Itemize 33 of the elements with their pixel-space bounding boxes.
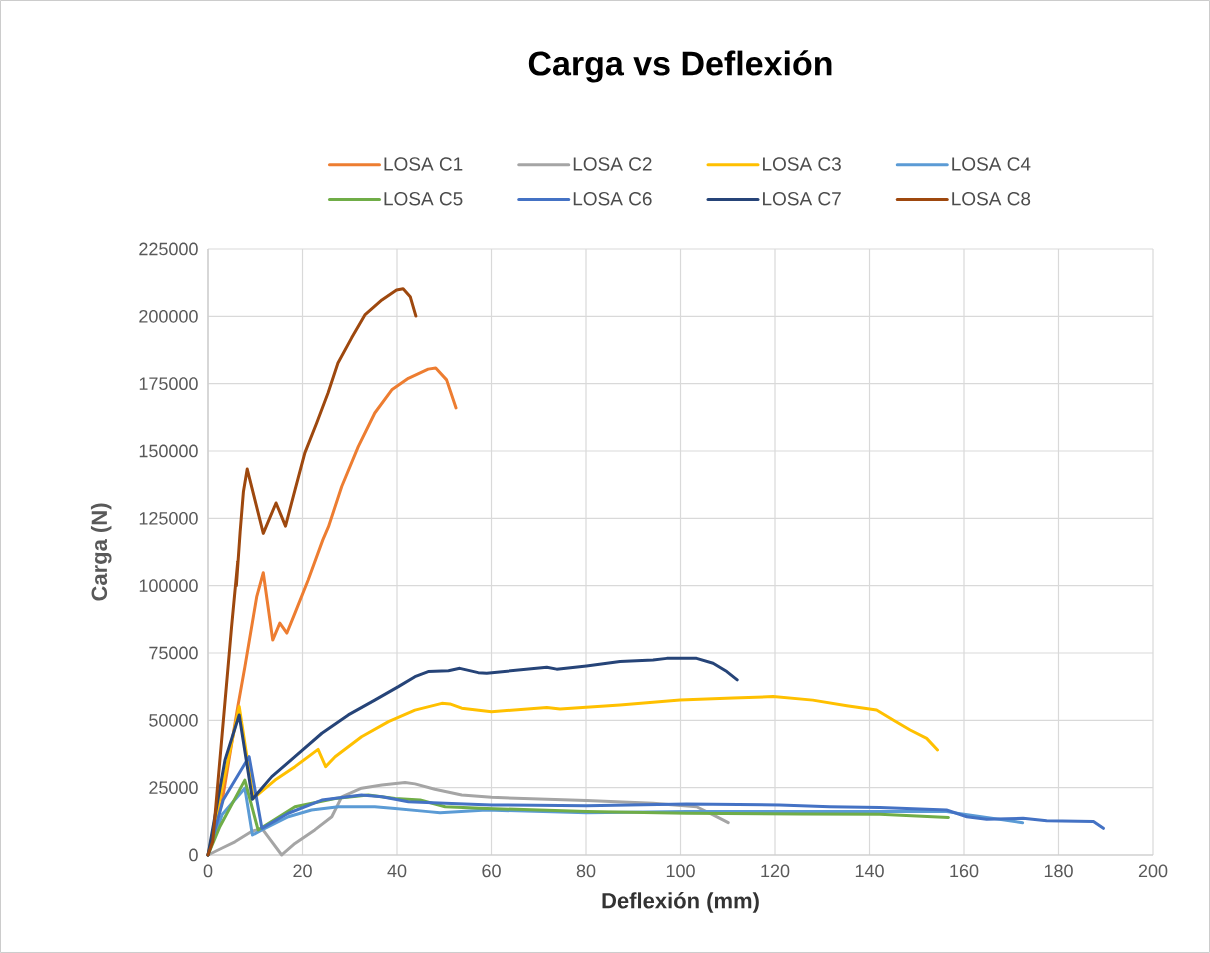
x-tick-label: 160 (950, 864, 979, 878)
legend-label: LOSA C7 (763, 192, 841, 206)
x-tick-label: 180 (1044, 864, 1073, 878)
legend-label: LOSA C6 (573, 192, 652, 206)
x-axis-title: Deflexión (mm) (602, 892, 759, 913)
y-tick-label: 100000 (139, 579, 198, 593)
x-tick-label: 20 (293, 864, 312, 878)
x-tick-label: 40 (387, 864, 407, 878)
legend-label: LOSA C8 (952, 192, 1031, 206)
chart-title: Carga vs Deflexión (528, 50, 832, 83)
x-tick-label: 120 (761, 864, 790, 878)
x-tick-label: 100 (666, 864, 695, 878)
x-tick-label: 0 (203, 864, 213, 878)
y-tick-label: 150000 (139, 444, 198, 458)
legend-label: LOSA C1 (384, 157, 463, 171)
y-axis-title: Carga (N) (90, 503, 112, 601)
x-tick-label: 60 (482, 864, 501, 878)
x-tick-label: 80 (576, 864, 596, 878)
y-tick-label: 125000 (139, 511, 198, 525)
x-tick-label: 140 (855, 864, 884, 878)
y-tick-label: 0 (189, 848, 198, 862)
legend-label: LOSA C3 (763, 157, 841, 171)
x-tick-label: 200 (1138, 864, 1168, 878)
line-series (206, 287, 418, 857)
legend-label: LOSA C5 (384, 192, 463, 206)
legend-label: LOSA C2 (573, 157, 652, 171)
y-tick-label: 50000 (149, 713, 198, 727)
y-tick-label: 175000 (139, 377, 198, 391)
y-tick-label: 75000 (149, 646, 198, 660)
legend-label: LOSA C4 (952, 157, 1031, 171)
y-tick-label: 25000 (149, 781, 198, 795)
y-tick-label: 200000 (139, 309, 198, 323)
y-tick-label: 225000 (139, 242, 198, 256)
